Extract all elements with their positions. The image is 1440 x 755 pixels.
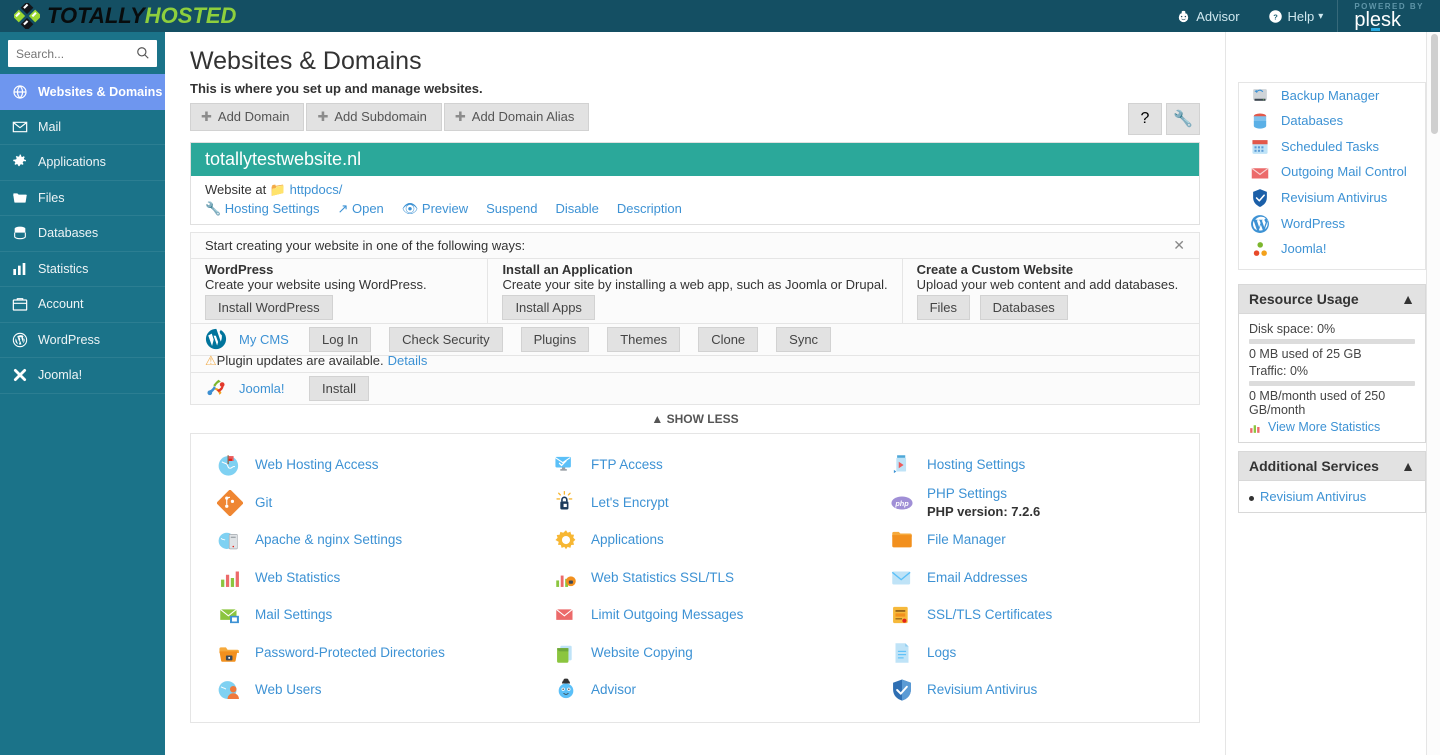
- svg-text:?: ?: [1273, 12, 1278, 21]
- svg-text:php: php: [894, 499, 909, 508]
